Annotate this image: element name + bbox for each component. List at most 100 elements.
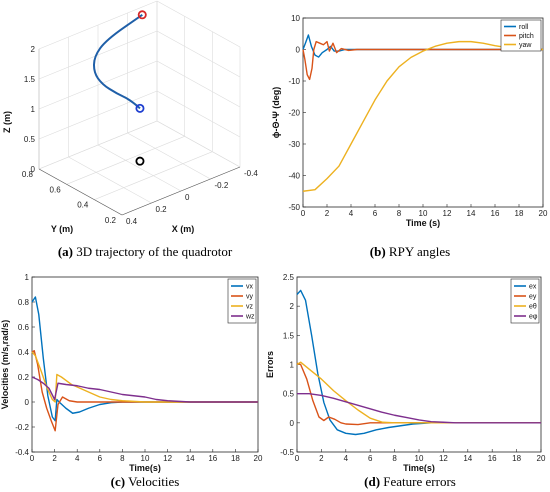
x-tick-label: 4	[75, 454, 80, 463]
x-tick-label: 10	[419, 209, 428, 218]
y-tick-label: -30	[288, 140, 300, 149]
x-tick-label: 0	[295, 454, 300, 463]
marker-end	[135, 103, 145, 113]
marker-ground	[135, 156, 145, 166]
x-tick-label: 0	[301, 209, 306, 218]
x-tick-label: 16	[491, 209, 500, 218]
y-tick-label: 0	[290, 419, 295, 428]
y-tick-label: 1	[25, 273, 30, 282]
x-tick-label: 8	[392, 454, 397, 463]
x-tick-label: 20	[254, 454, 263, 463]
x-tick-label: 14	[186, 454, 195, 463]
x-tick-label: 0.4	[126, 217, 138, 226]
trajectory-line	[92, 13, 143, 110]
caption-b: (b) RPY angles	[370, 244, 450, 259]
z-tick-label: 1.5	[24, 75, 36, 84]
x-tick-label: 4	[344, 454, 349, 463]
x-axis-label: Time(s)	[403, 463, 435, 473]
x-tick-label: 12	[439, 454, 448, 463]
legend-label: wz	[245, 314, 255, 321]
series-line-vz	[31, 351, 258, 403]
caption-d: (d) Feature errors	[364, 474, 456, 489]
x-tick-label: 14	[467, 209, 476, 218]
panel-velocities: 0 2 4 6 8 10 12 14 16 18 20 1 0.8 0.6 0.4 0.2 0 -0.2 -0.4 T…	[0, 273, 263, 473]
x-tick-label: 18	[515, 209, 524, 218]
3d-tick-labels: 0 0.5 1 1.5 2 0.8 0.6 0.4 0.2 0.4 0.2 0 -0.2 -0.4	[22, 45, 258, 226]
x-tick-label: 4	[349, 209, 354, 218]
grid-line	[156, 60, 241, 108]
x-axis-label: Time (s)	[406, 218, 440, 228]
y-tick-label: 0.4	[18, 348, 30, 357]
grid-line	[38, 120, 158, 170]
grid-line	[66, 136, 185, 185]
grid-line	[156, 120, 241, 168]
x-tick-label: -0.2	[215, 181, 229, 190]
series-line-eφ	[297, 392, 541, 424]
z-tick-label: 2	[31, 45, 36, 54]
legend-label: vy	[246, 294, 254, 301]
panel-rpy-angles: 0 2 4 6 8 10 12 14 16 18 20 10 0 -10 -20 -30 -40 -50 Time …	[271, 14, 548, 228]
grid-line	[38, 0, 158, 50]
3d-grid-lines	[38, 0, 241, 216]
grid-line	[38, 90, 158, 140]
grid-line	[38, 30, 158, 80]
y-tick-label: 10	[291, 14, 300, 23]
x-tick-label: 8	[120, 454, 125, 463]
x-tick-label: 16	[488, 454, 497, 463]
x-tick-label: 14	[463, 454, 472, 463]
x-tick-label: 18	[231, 454, 240, 463]
legend-label: roll	[519, 24, 529, 31]
x-tick-label: 2	[52, 454, 57, 463]
y-tick-label: 2.5	[283, 273, 295, 282]
legend-label: yaw	[519, 42, 532, 49]
x-tick-label: 12	[443, 209, 452, 218]
legend-label: eθ	[529, 304, 537, 311]
series-line-ex	[296, 289, 541, 436]
z-tick-label: 0.5	[24, 135, 36, 144]
legend-label: vz	[246, 304, 254, 311]
grid-line	[121, 166, 241, 216]
z-axis-label: Z (m)	[2, 111, 12, 133]
y-tick-label: -0.2	[15, 423, 29, 432]
y-axis-label: Velocities (m/s,rad/s)	[0, 320, 10, 410]
x-tick-label: 0.2	[156, 205, 168, 214]
z-tick-label: 1	[31, 105, 36, 114]
grid-line	[156, 90, 241, 138]
x-tick-label: 18	[512, 454, 521, 463]
x-tick-label: 2	[319, 454, 324, 463]
series-line-pitch	[302, 40, 543, 81]
x-tick-label: 0	[30, 454, 35, 463]
y-tick-label: -10	[288, 77, 300, 86]
caption-a: (a) 3D trajectory of the quadrotor	[58, 244, 233, 259]
y-tick-label: 0	[296, 46, 301, 55]
y-tick-label: -20	[288, 109, 300, 118]
x-tick-label: 20	[537, 454, 546, 463]
x-tick-label: 20	[539, 209, 548, 218]
y-axis-label: Errors	[265, 351, 275, 378]
grid-line	[38, 168, 123, 216]
y-axis-label: Y (m)	[51, 224, 73, 234]
series-line-wz	[31, 376, 258, 403]
x-tick-label: 10	[141, 454, 150, 463]
y-tick-label: 0.2	[18, 373, 30, 382]
y-tick-label: 0	[25, 398, 30, 407]
y-tick-label: 0.8	[22, 170, 34, 179]
x-tick-label: 12	[163, 454, 172, 463]
grid-line	[38, 60, 158, 110]
x-tick-label: 10	[415, 454, 424, 463]
z-tick-label: 0	[31, 165, 36, 174]
grid-line	[156, 30, 241, 78]
y-tick-label: -40	[288, 172, 300, 181]
x-axis-label: X (m)	[172, 224, 195, 234]
y-tick-label: 0.2	[105, 216, 117, 225]
grid-line	[68, 156, 152, 204]
trajectory-series	[92, 10, 147, 166]
y-tick-label: 0.4	[77, 201, 89, 210]
y-tick-label: 2	[290, 302, 295, 311]
legend-label: pitch	[519, 33, 534, 40]
y-tick-label: 0.8	[18, 298, 30, 307]
series-line-eθ	[296, 361, 541, 424]
grid-line	[156, 0, 241, 48]
panel-feature-errors: 0 2 4 6 8 10 12 14 16 18 202.521.510.50-0.5Time(s)…	[265, 273, 546, 473]
